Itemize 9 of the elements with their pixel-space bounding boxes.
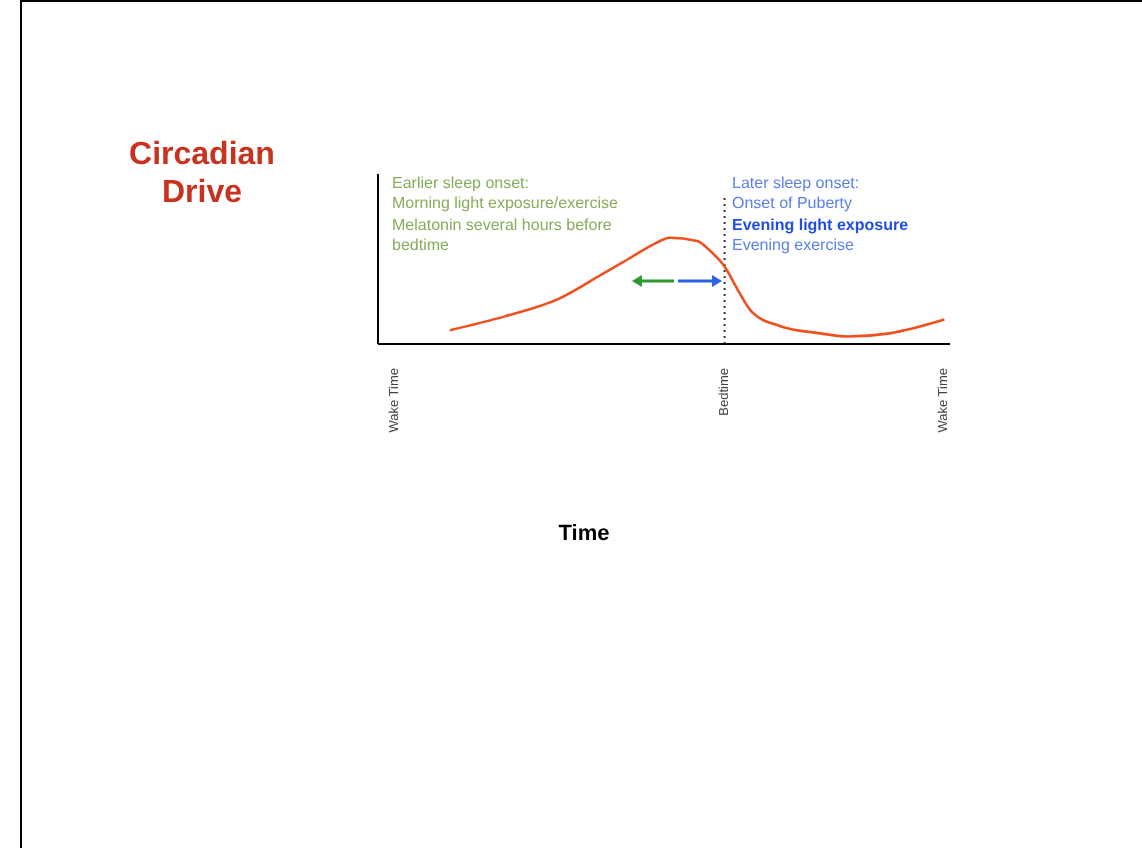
chart-title: Circadian Drive — [127, 136, 277, 212]
text: Later sleep onset: — [732, 174, 862, 195]
text: Onset of Puberty — [732, 194, 855, 216]
text: Evening light exposure — [732, 215, 911, 236]
text: Morning light exposure/exercise — [392, 194, 620, 216]
annotation: Evening exercise — [732, 235, 856, 257]
x-axis-title: Time — [556, 522, 612, 546]
text: Earlier sleep onset: — [392, 174, 531, 195]
annotation: Melatonin several hours before bedtime — [392, 215, 614, 257]
